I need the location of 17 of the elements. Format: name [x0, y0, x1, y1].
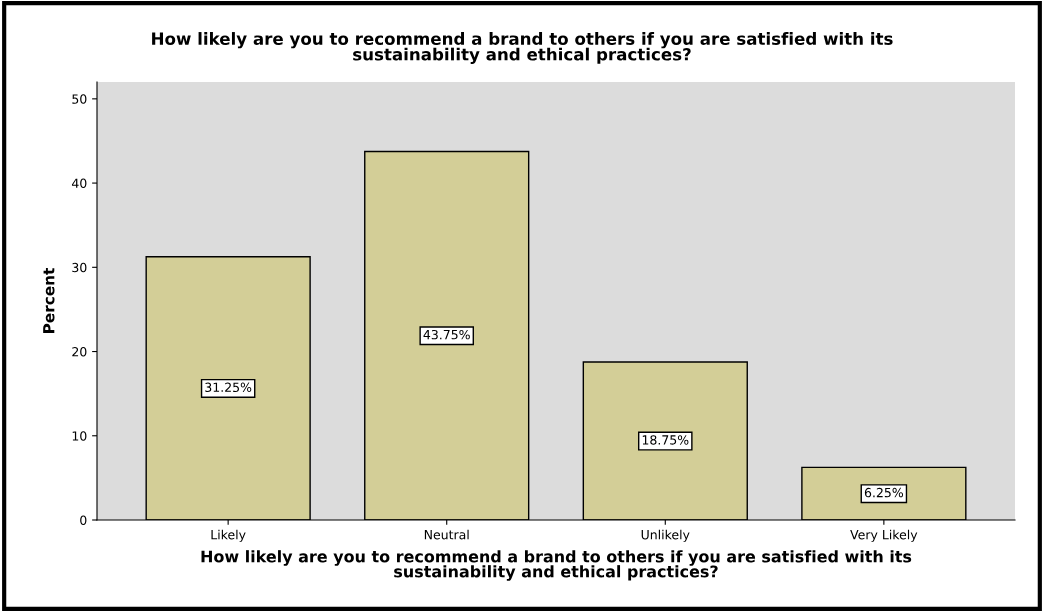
- data-label: 31.25%: [205, 382, 252, 393]
- data-label: 18.75%: [642, 435, 689, 445]
- y-tick-label: 10: [72, 431, 87, 441]
- y-tick-label: 0: [80, 515, 87, 525]
- y-tick-label: 50: [72, 94, 87, 104]
- data-label: 6.25%: [864, 487, 904, 498]
- x-tick-label: Neutral: [424, 529, 469, 540]
- y-tick-label: 30: [72, 262, 87, 273]
- data-label: 43.75%: [423, 329, 470, 340]
- x-axis-title: How likely are you to recommend a brand to others if you are satisfied with its sustainability and ethical practices?: [201, 550, 912, 581]
- x-tick-label: Unlikely: [641, 529, 690, 542]
- y-tick-label: 40: [71, 178, 87, 188]
- x-tick-label: Likely: [211, 529, 246, 542]
- y-axis-title: Percent: [43, 268, 55, 333]
- chart-title: How likely are you to recommend a brand to others if you are satisfied with its sustainability and ethical practices?: [152, 32, 893, 64]
- x-tick-label: Very Likely: [850, 529, 918, 542]
- y-tick-label: 20: [72, 347, 87, 357]
